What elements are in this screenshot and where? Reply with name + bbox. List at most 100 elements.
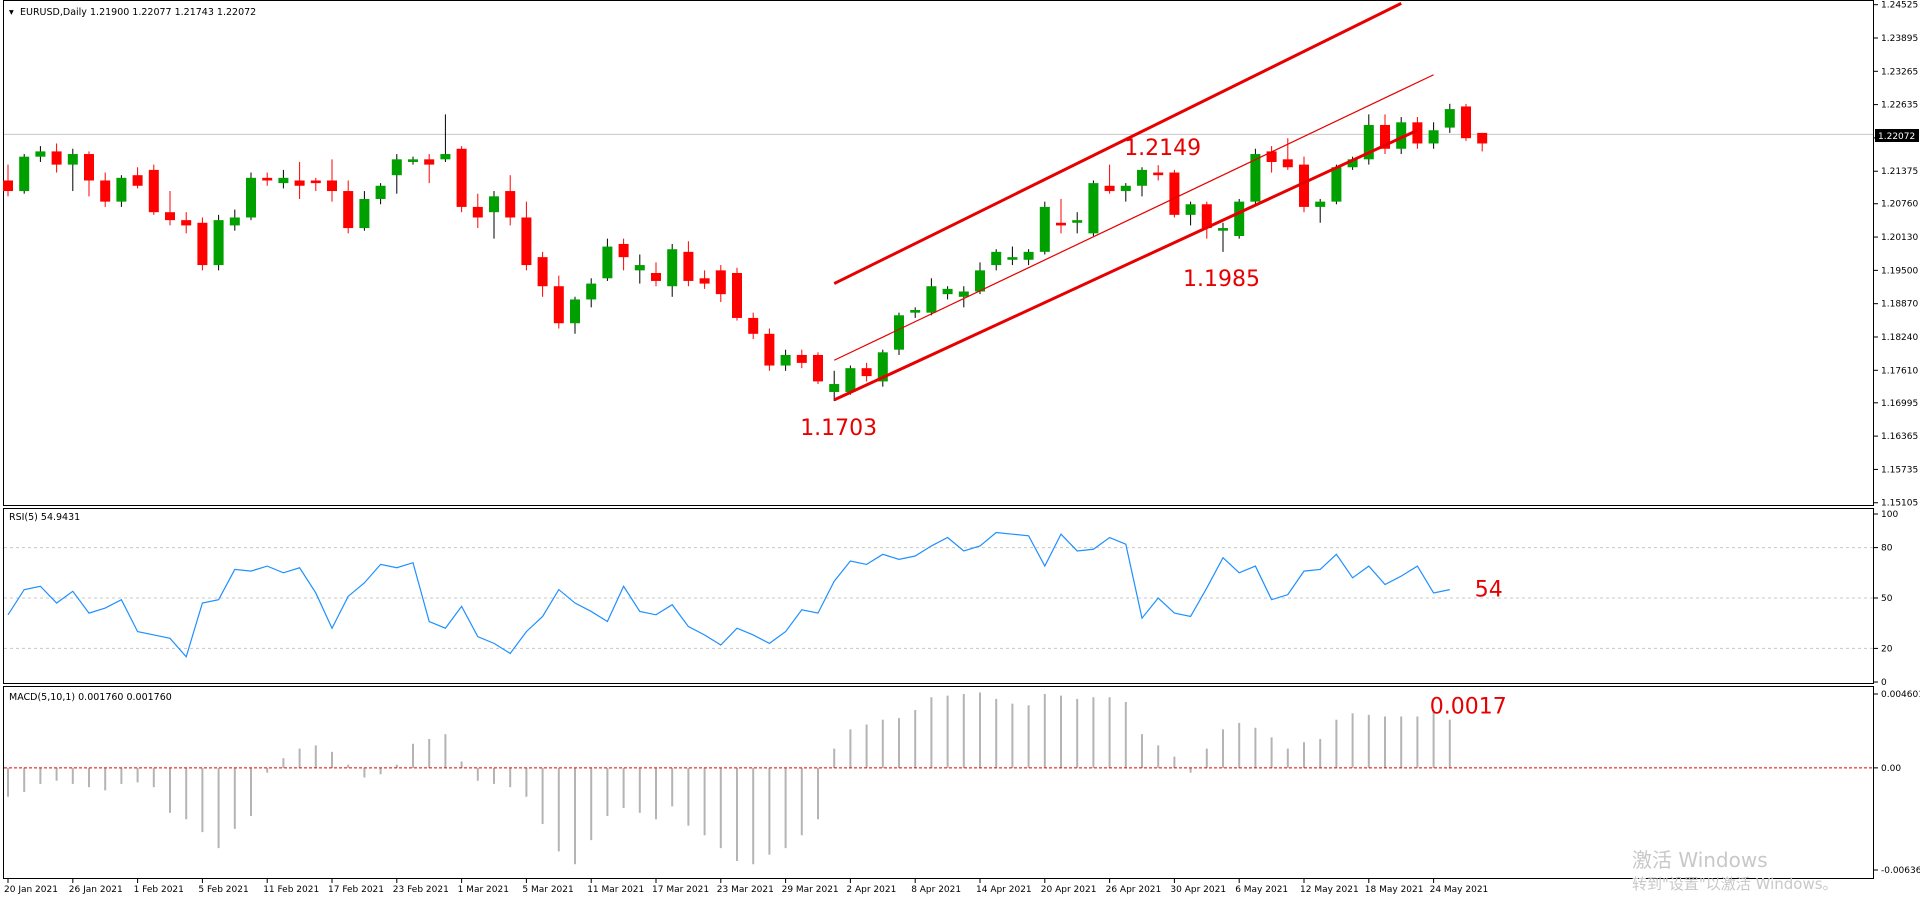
date-tick-label: 12 May 2021 (1300, 885, 1359, 895)
macd-tick-label: 0.004601 (1881, 690, 1920, 700)
rsi-tick-label: 50 (1881, 594, 1893, 604)
annotation-mid-low: 1.1985 (1183, 267, 1260, 292)
price-tick-label: 1.19500 (1881, 266, 1918, 276)
bull-candle (1363, 124, 1374, 160)
bear-candle (1104, 185, 1115, 192)
rsi-panel (3, 508, 1874, 684)
bear-candle (165, 212, 175, 221)
bear-candle (1201, 204, 1212, 229)
bear-candle (813, 354, 823, 382)
bull-candle (570, 299, 580, 324)
date-tick-label: 23 Feb 2021 (393, 885, 449, 895)
bull-candle (1428, 130, 1439, 144)
date-tick-label: 2 Apr 2021 (846, 885, 896, 895)
bear-candle (197, 222, 208, 266)
bull-candle (910, 310, 921, 313)
macd-title: MACD(5,10,1) 0.001760 0.001760 (9, 692, 172, 703)
bear-candle (1153, 172, 1164, 176)
rsi-tick-label: 100 (1881, 510, 1898, 520)
channel-mid-line (833, 74, 1434, 361)
date-tick-label: 20 Jan 2021 (4, 885, 58, 895)
bear-candle (1477, 132, 1488, 144)
bull-candle (1218, 228, 1228, 231)
bear-candle (343, 191, 354, 229)
date-tick-label: 23 Mar 2021 (717, 885, 774, 895)
bull-candle (991, 251, 1002, 266)
macd-value-label: 0.0017 (1430, 694, 1507, 719)
annotation-low: 1.1703 (800, 416, 877, 441)
bear-candle (521, 217, 532, 266)
bull-candle (213, 220, 224, 266)
bear-candle (732, 273, 742, 318)
bull-candle (278, 177, 289, 184)
bull-candle (1072, 220, 1083, 223)
bear-candle (505, 191, 516, 218)
bull-candle (958, 291, 969, 297)
bear-candle (618, 243, 629, 258)
price-panel (3, 0, 1874, 506)
price-tick-label: 1.23265 (1881, 67, 1918, 77)
annotation-high: 1.2149 (1124, 136, 1201, 161)
bull-candle (1007, 257, 1018, 260)
bull-candle (1250, 154, 1261, 202)
rsi-value-label: 54 (1475, 578, 1503, 603)
price-tick-label: 1.18240 (1881, 333, 1918, 343)
bull-candle (408, 159, 418, 162)
price-tick-label: 1.16365 (1881, 432, 1918, 442)
bear-candle (100, 180, 111, 202)
bull-candle (1039, 206, 1050, 252)
bull-candle (1088, 183, 1099, 234)
bear-candle (537, 257, 548, 287)
bull-candle (780, 354, 791, 366)
bear-candle (796, 354, 807, 363)
price-tick-label: 1.22635 (1881, 101, 1918, 111)
date-tick-label: 6 May 2021 (1235, 885, 1288, 895)
date-tick-label: 17 Mar 2021 (652, 885, 709, 895)
symbol-label: EURUSD,Daily (20, 7, 87, 18)
bull-candle (1234, 201, 1245, 236)
watermark-line1: 激活 Windows (1632, 848, 1768, 872)
price-tick-label: 1.17610 (1881, 366, 1918, 376)
bull-candle (19, 156, 30, 192)
rsi-tick-label: 0 (1881, 678, 1887, 688)
bear-candle (148, 169, 159, 213)
bull-candle (667, 249, 678, 287)
price-tick-label: 1.18870 (1881, 300, 1918, 310)
bear-candle (748, 317, 759, 334)
bear-candle (1169, 172, 1180, 215)
bull-candle (1444, 109, 1455, 128)
date-tick-label: 11 Feb 2021 (263, 885, 319, 895)
date-tick-label: 26 Jan 2021 (69, 885, 123, 895)
bull-candle (489, 196, 499, 213)
rsi-line (7, 531, 1450, 659)
bear-candle (553, 286, 564, 324)
bear-candle (1282, 159, 1293, 168)
bull-candle (1120, 185, 1131, 192)
bull-candle (829, 384, 840, 392)
bear-candle (456, 148, 467, 207)
rsi-tick-label: 20 (1881, 644, 1893, 654)
collapse-triangle-icon[interactable]: ▾ (9, 7, 14, 18)
date-tick-label: 26 Apr 2021 (1106, 885, 1162, 895)
bull-candle (602, 246, 613, 279)
bear-candle (715, 270, 726, 295)
bull-candle (926, 286, 937, 313)
date-tick-label: 11 Mar 2021 (587, 885, 644, 895)
watermark-line2: 转到"设置"以激活 Windows。 (1632, 875, 1838, 893)
bull-candle (942, 288, 953, 295)
bull-candle (1315, 201, 1326, 207)
date-tick-label: 18 May 2021 (1365, 885, 1424, 895)
date-tick-label: 1 Mar 2021 (458, 885, 509, 895)
bull-candle (116, 177, 127, 202)
macd-tick-label: 0.00 (1881, 764, 1901, 774)
channel-upper-line (833, 2, 1402, 285)
bull-candle (1331, 167, 1342, 202)
rsi-tick-label: 80 (1881, 544, 1893, 554)
bull-candle (1347, 159, 1358, 168)
date-tick-label: 5 Feb 2021 (198, 885, 248, 895)
bear-candle (651, 273, 661, 281)
bear-candle (3, 180, 13, 192)
bear-candle (1056, 222, 1066, 226)
bear-candle (1266, 151, 1277, 162)
